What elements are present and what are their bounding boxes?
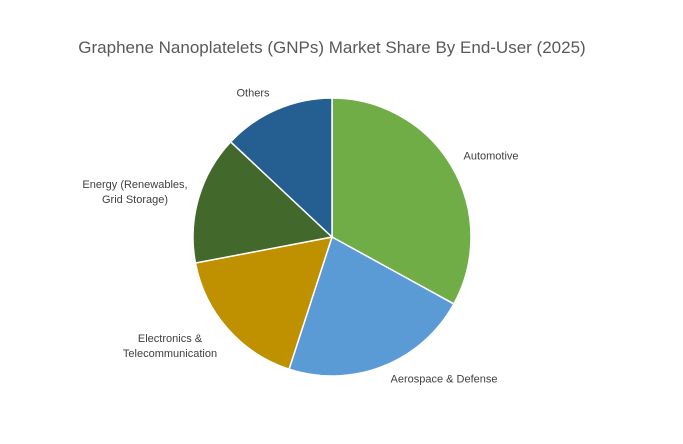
slice-label: Automotive	[463, 150, 519, 163]
slice-label: Others	[236, 87, 270, 100]
pie-slice	[229, 97, 333, 239]
slice-label: Energy (Renewables, Grid Storage)	[82, 179, 188, 206]
slice-label: Aerospace & Defense	[390, 373, 498, 386]
slice-label: Electronics & Telecommunication	[122, 333, 218, 360]
pie-slice	[331, 97, 472, 305]
pie-slice	[194, 236, 334, 371]
pie-slice	[288, 235, 455, 377]
chart-title: Graphene Nanoplatelets (GNPs) Market Sha…	[78, 38, 585, 57]
pie-slice	[192, 140, 334, 264]
